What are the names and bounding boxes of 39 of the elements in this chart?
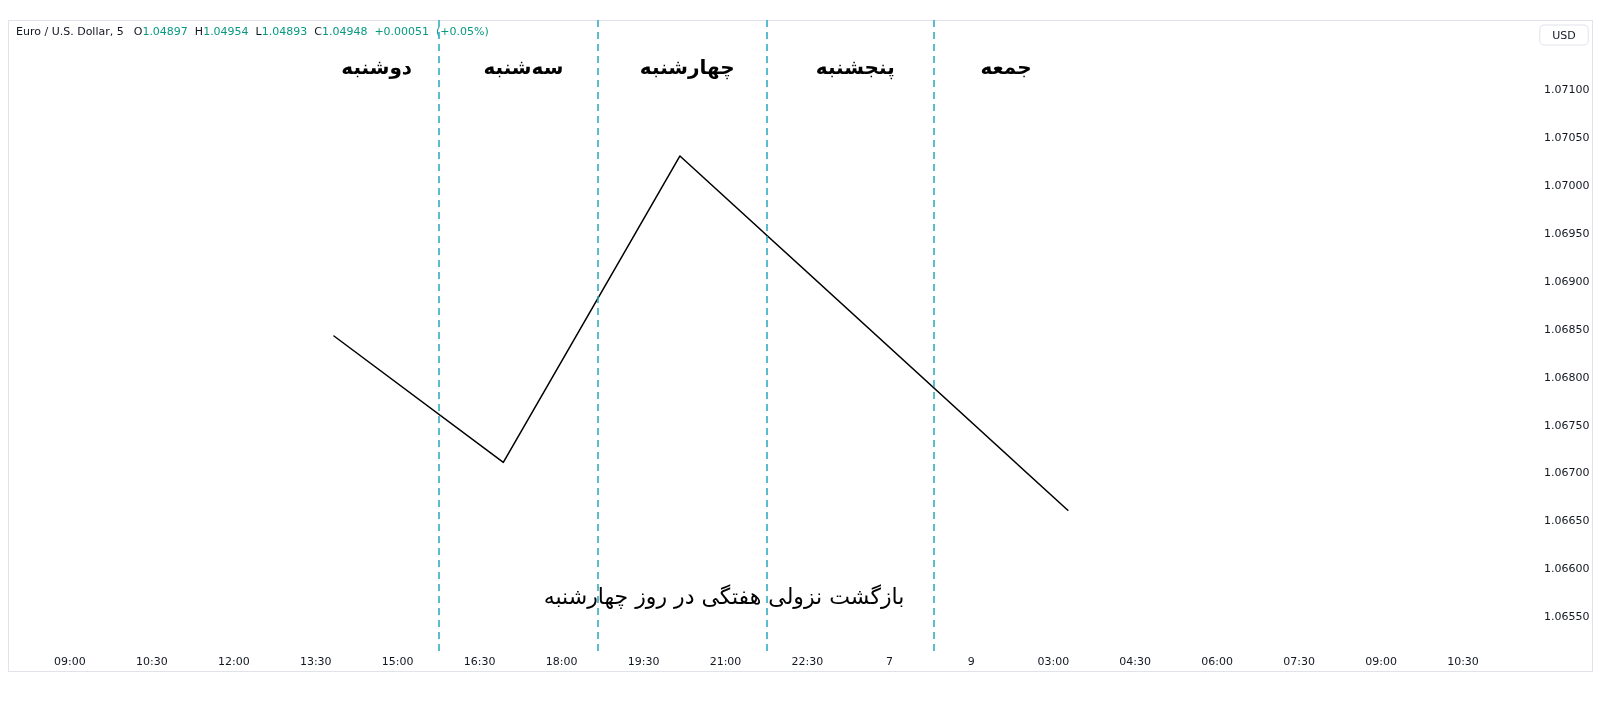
y-tick-label: 1.06600 bbox=[1544, 562, 1590, 576]
x-tick-label: 21:00 bbox=[709, 655, 742, 668]
y-axis-title: USD bbox=[1552, 28, 1576, 42]
x-tick-label: 7 bbox=[885, 655, 893, 668]
x-tick-label: 04:30 bbox=[1119, 655, 1152, 668]
x-tick-label: 19:30 bbox=[627, 655, 660, 668]
y-tick-label: 1.07000 bbox=[1544, 179, 1590, 193]
y-tick-label: 1.06650 bbox=[1544, 514, 1590, 528]
y-tick-label: 1.06750 bbox=[1544, 418, 1590, 432]
y-tick-label: 1.06700 bbox=[1544, 466, 1590, 480]
annotation: دوشنبه bbox=[341, 55, 413, 79]
text: Euro / U.S. Dollar, 5 bbox=[16, 25, 124, 38]
y-tick-label: 1.06900 bbox=[1544, 274, 1590, 288]
x-tick-label: 15:00 bbox=[381, 655, 414, 668]
annotation: پنجشنبه bbox=[815, 55, 895, 80]
y-tick-label: 1.06950 bbox=[1544, 227, 1590, 241]
y-tick-label: 1.07050 bbox=[1544, 131, 1590, 145]
annotation: چهارشنبه bbox=[639, 55, 735, 80]
x-tick-label: 9 bbox=[967, 655, 975, 668]
x-tick-label: 07:30 bbox=[1283, 655, 1315, 668]
annotation: سه‌شنبه bbox=[483, 55, 564, 79]
x-tick-label: 09:00 bbox=[1365, 655, 1397, 668]
x-tick-label: 22:30 bbox=[791, 655, 824, 668]
x-tick-label: 09:00 bbox=[54, 655, 86, 668]
x-tick-label: 18:00 bbox=[545, 655, 578, 668]
y-tick-label: 1.07100 bbox=[1544, 83, 1590, 97]
y-tick-label: 1.06850 bbox=[1544, 322, 1590, 336]
y-tick-label: 1.06800 bbox=[1544, 370, 1590, 384]
annotation: جمعه bbox=[980, 55, 1032, 79]
x-tick-label: 06:00 bbox=[1201, 655, 1234, 668]
annotation: بازگشت نزولی هفتگی در روز چهارشنبه bbox=[543, 583, 905, 609]
x-tick-label: 03:00 bbox=[1037, 655, 1070, 668]
x-tick-label: 12:00 bbox=[217, 655, 250, 668]
text: O1.04897 H1.04954 L1.04893 C1.04948 +0.00051 (+0.05%) bbox=[133, 25, 489, 38]
x-tick-label: 10:30 bbox=[1447, 655, 1479, 668]
x-tick-label: 10:30 bbox=[136, 655, 168, 668]
x-tick-label: 13:30 bbox=[299, 655, 332, 668]
y-tick-label: 1.06550 bbox=[1544, 610, 1590, 624]
x-tick-label: 16:30 bbox=[463, 655, 496, 668]
